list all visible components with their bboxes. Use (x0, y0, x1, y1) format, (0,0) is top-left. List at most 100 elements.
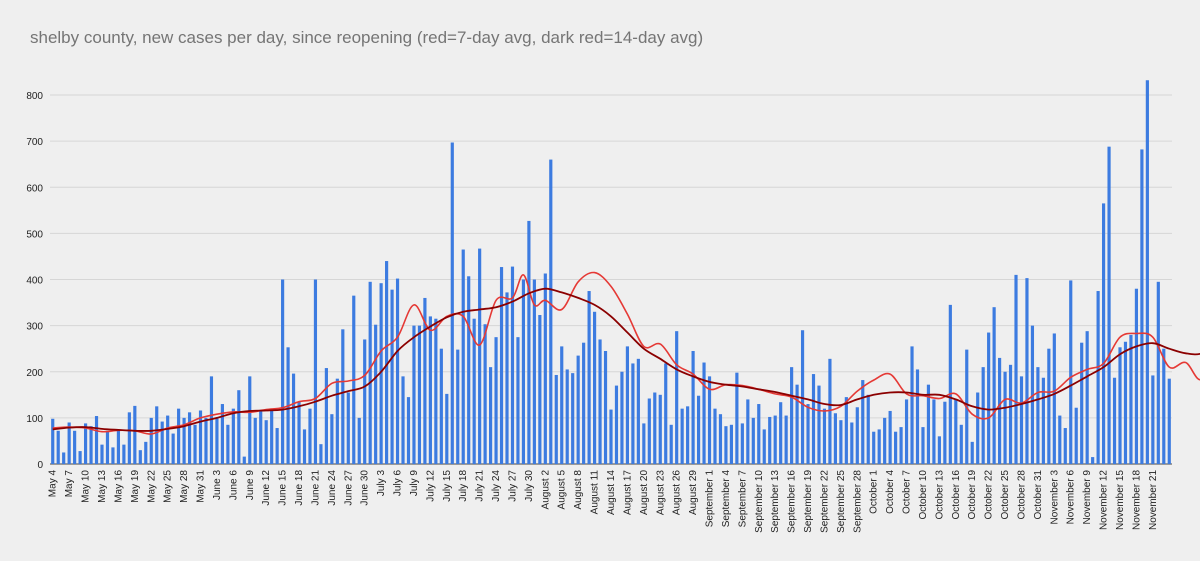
bar (691, 350, 695, 464)
bar (954, 399, 958, 464)
bar (899, 427, 903, 464)
x-tick-label: May 10 (81, 470, 92, 503)
x-tick-label: September 7 (737, 470, 748, 528)
y-tick-label: 300 (26, 322, 43, 333)
bar (248, 376, 252, 464)
y-tick-label: 200 (26, 368, 43, 379)
x-tick-label: August 8 (573, 470, 584, 510)
bar (751, 417, 755, 464)
x-tick-label: August 20 (639, 470, 650, 515)
x-tick-label: September 28 (852, 470, 863, 533)
bar (423, 297, 427, 464)
bar (631, 363, 635, 464)
bar (647, 398, 651, 464)
y-tick-label: 800 (26, 91, 43, 102)
bar (932, 399, 936, 464)
x-tick-label: May 4 (48, 470, 59, 498)
y-tick-label: 500 (26, 229, 43, 240)
x-tick-label: June 27 (343, 470, 354, 506)
x-tick-label: June 30 (360, 470, 371, 506)
bar (499, 267, 504, 464)
bar (1096, 291, 1100, 464)
bar (779, 402, 783, 464)
bar (1003, 371, 1007, 464)
bar (259, 410, 263, 464)
x-tick-label: October 25 (1000, 470, 1011, 520)
x-tick-label: June 15 (278, 470, 289, 506)
y-tick-label: 0 (37, 460, 43, 471)
bar (1145, 80, 1149, 465)
x-tick-label: June 18 (294, 470, 305, 506)
bar (910, 346, 914, 464)
x-tick-label: October 19 (967, 470, 978, 520)
bar (374, 324, 378, 464)
bar (592, 311, 597, 464)
bar (1162, 348, 1166, 464)
x-tick-label: September 19 (803, 470, 814, 533)
bar (467, 276, 471, 464)
y-tick-label: 700 (26, 137, 43, 148)
bar (937, 436, 941, 464)
x-tick-label: September 25 (836, 470, 847, 533)
bar (450, 142, 454, 465)
bar (1074, 407, 1078, 464)
bar (483, 324, 487, 464)
bar (401, 376, 405, 464)
x-tick-label: August 2 (540, 470, 551, 510)
bar (363, 339, 367, 464)
x-tick-label: October 10 (918, 470, 929, 520)
bar (270, 408, 274, 464)
bar (904, 399, 909, 464)
bar (784, 415, 788, 464)
x-tick-label: November 18 (1131, 470, 1142, 530)
bar (915, 369, 920, 464)
bar (264, 420, 268, 464)
bar (833, 413, 837, 464)
bar (686, 406, 690, 464)
x-tick-label: August 26 (672, 470, 683, 515)
bar (888, 410, 892, 464)
bar (696, 395, 701, 464)
bar (926, 384, 931, 464)
bar (510, 266, 515, 464)
x-tick-label: June 21 (310, 470, 321, 506)
bar (116, 430, 121, 464)
bar (877, 429, 881, 464)
fourteen-day-avg-line (52, 287, 1200, 432)
x-tick-label: July 12 (425, 470, 436, 502)
bar (1134, 288, 1139, 464)
bar (735, 372, 739, 464)
bar (297, 401, 301, 464)
bar (598, 339, 602, 464)
x-tick-label: May 25 (163, 470, 174, 503)
average-lines (52, 271, 1200, 435)
bar (187, 412, 192, 464)
bar (149, 417, 153, 464)
bar (948, 304, 952, 464)
bar (516, 337, 520, 464)
bar (1151, 375, 1155, 464)
bar (1112, 377, 1117, 464)
bar (1036, 367, 1040, 464)
x-tick-label: June 24 (327, 470, 338, 506)
bar (959, 424, 963, 464)
bar (94, 416, 99, 464)
bar (675, 331, 679, 464)
x-tick-label: October 16 (951, 470, 962, 520)
x-tick-label: June 12 (261, 470, 272, 506)
bar (313, 279, 318, 464)
bar (341, 329, 345, 464)
bar (1123, 341, 1128, 464)
bar (800, 330, 805, 464)
bar-series (51, 80, 1171, 465)
x-tick-label: September 1 (705, 470, 716, 528)
x-axis: May 4 May 7 May 10 May 13 May 16 May 19 May 22… (48, 470, 1159, 533)
bar (844, 397, 848, 464)
bar (987, 332, 991, 464)
x-tick-label: September 22 (820, 470, 831, 533)
bar (625, 346, 630, 464)
bar (1041, 377, 1045, 464)
bar (111, 447, 115, 464)
bar (390, 289, 394, 464)
bar (138, 450, 142, 464)
